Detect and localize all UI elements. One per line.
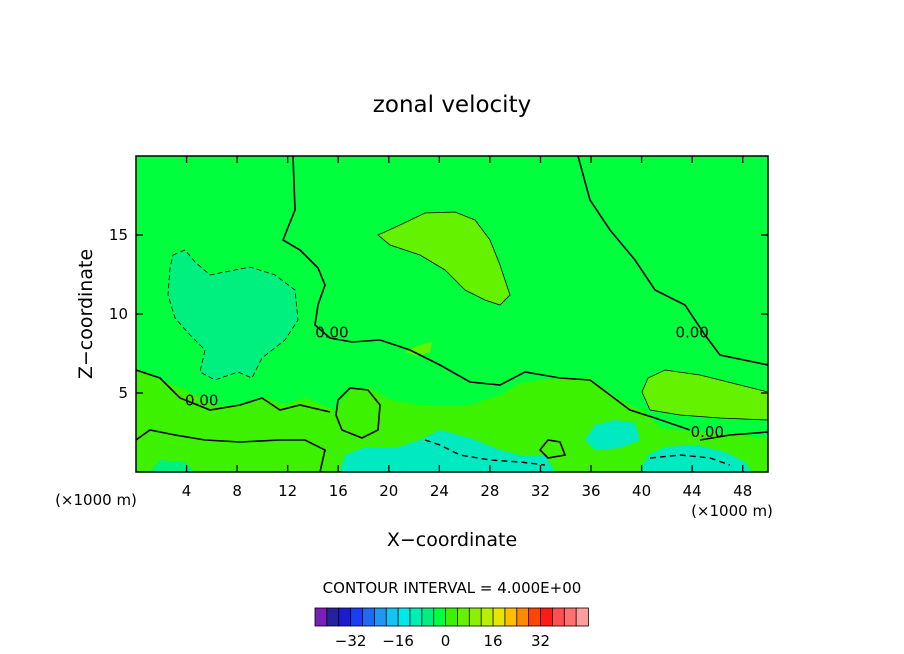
small-positive-blob	[405, 342, 432, 356]
colorbar-swatch	[516, 607, 530, 627]
zero-contour-main	[282, 156, 768, 431]
colorbar-swatch	[314, 607, 328, 627]
colorbar-tick-label: −32	[335, 632, 367, 650]
thin-contour-lower-right	[641, 369, 768, 421]
contour-label: 0.00	[691, 423, 724, 441]
x-tick-label: 16	[329, 482, 348, 500]
colorbar-swatch	[397, 607, 411, 627]
x-tick-label: 20	[379, 482, 398, 500]
near-surface-negative-cell-2	[585, 420, 640, 450]
colorbar-tick-label: 32	[531, 632, 550, 650]
zero-contour-cell	[335, 387, 381, 439]
colorbar-swatch	[409, 607, 423, 627]
contour-label: 0.00	[315, 324, 348, 342]
x-tick-label: 48	[733, 482, 752, 500]
upper-center-positive-lobe	[378, 212, 510, 305]
dashed-contour-cell	[424, 439, 731, 466]
colorbar-swatch	[551, 607, 566, 627]
zero-contour-near-surface	[136, 429, 768, 472]
x-tick-label: 8	[232, 482, 242, 500]
colorbar-swatch	[563, 607, 577, 627]
zero-contour-low-left	[136, 369, 331, 413]
dashed-contour-left	[167, 249, 299, 381]
colorbar-swatch	[338, 607, 352, 627]
colorbar-tick-label: −16	[382, 632, 414, 650]
contour-lines	[136, 156, 768, 472]
colorbar-swatch	[373, 607, 388, 627]
x-tick-label: 32	[531, 482, 550, 500]
x-tick-label: 44	[683, 482, 702, 500]
colorbar-swatch	[326, 607, 340, 627]
x-tick-label: 4	[182, 482, 192, 500]
thin-contour-upper-center	[377, 211, 511, 306]
y-axis-ticks: 5 10 15	[109, 226, 768, 402]
colorbar-swatch	[457, 607, 471, 627]
contour-label: 0.00	[675, 324, 708, 342]
zero-contour-cell-right	[538, 439, 567, 459]
y-tick-label: 5	[118, 384, 128, 402]
x-axis-label: X−coordinate	[387, 529, 517, 551]
x-unit-right: (×1000 m)	[691, 502, 773, 520]
y-tick-label: 10	[109, 305, 128, 323]
colorbar-swatch	[445, 607, 459, 627]
x-tick-label: 24	[430, 482, 449, 500]
near-surface-negative-cell-3	[640, 445, 752, 472]
colorbar-swatch	[528, 607, 542, 627]
colorbar-swatch	[468, 607, 482, 627]
chart-title: zonal velocity	[373, 92, 531, 118]
colorbar-swatch	[540, 607, 554, 627]
colorbar-swatch	[350, 607, 364, 627]
contour-labels: 0.00 0.00 0.00 0.00	[185, 324, 724, 442]
colorbar-tick-labels: −32 −16 0 16 32	[335, 632, 550, 650]
colorbar-swatch	[480, 607, 494, 627]
lower-right-positive-region	[642, 370, 768, 420]
colorbar-swatch	[385, 607, 399, 627]
colorbar-swatch	[504, 607, 518, 627]
upper-left-negative-region	[168, 250, 298, 380]
x-tick-label: 36	[581, 482, 600, 500]
x-unit-left: (×1000 m)	[55, 491, 137, 509]
near-surface-cell-left	[150, 460, 195, 472]
colorbar	[314, 607, 589, 627]
colorbar-tick-label: 0	[441, 632, 451, 650]
colorbar-swatch	[433, 607, 447, 627]
colorbar-swatch	[492, 607, 506, 627]
colorbar-swatch	[575, 607, 589, 627]
colorbar-swatch	[362, 607, 376, 627]
x-axis-ticks: 4 8 12 16 20 24 28 32 36 40 44 48	[182, 156, 752, 500]
x-tick-label: 12	[278, 482, 297, 500]
x-tick-label: 40	[632, 482, 651, 500]
contour-label: 0.00	[185, 392, 218, 410]
y-tick-label: 15	[109, 226, 128, 244]
colorbar-tick-label: 16	[483, 632, 502, 650]
colorbar-swatch	[421, 607, 435, 627]
contour-interval-label: CONTOUR INTERVAL = 4.000E+00	[323, 579, 582, 597]
plot-area: 0.00 0.00 0.00 0.00	[136, 156, 768, 472]
near-surface-negative-cell-1	[340, 430, 555, 472]
y-axis-label: Z−coordinate	[75, 249, 97, 379]
x-tick-label: 28	[480, 482, 499, 500]
